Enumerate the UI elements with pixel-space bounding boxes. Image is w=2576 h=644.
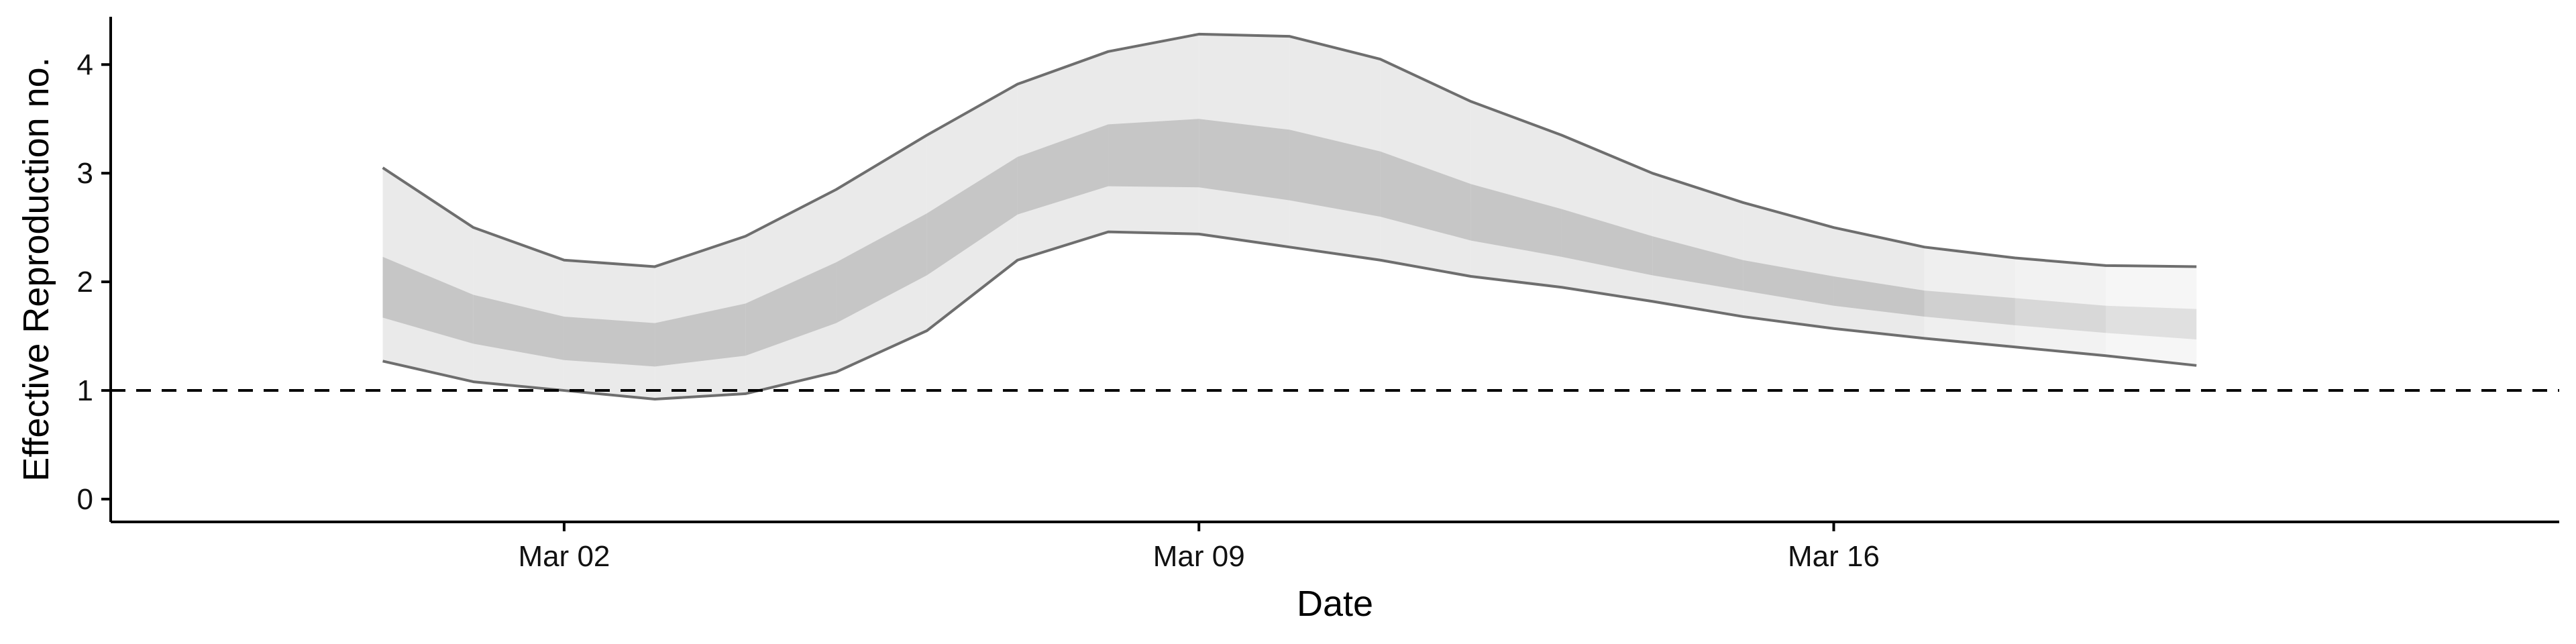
inner-band-segment	[382, 256, 474, 344]
x-axis-title: Date	[1297, 584, 1373, 624]
inner-band-segment	[1017, 124, 1109, 215]
inner-band-segment	[1652, 236, 1743, 291]
inner-band-segment	[1833, 276, 1925, 317]
inner-band-segment	[2015, 298, 2106, 333]
x-axis-ticks: Mar 02 Mar 09 Mar 16	[518, 522, 1880, 573]
ribbon-outline-layer	[382, 32, 2197, 401]
y-axis-ticks: 0 1 2 3 4	[77, 48, 111, 516]
upper-bound-line	[382, 32, 2197, 268]
inner-band-segment	[1108, 119, 1199, 188]
y-tick-label: 2	[77, 266, 93, 299]
inner-band-segment	[1924, 290, 2015, 325]
x-tick-label: Mar 16	[1788, 540, 1880, 573]
inner-band-segment	[1199, 119, 1290, 201]
inner-band-segment	[1470, 184, 1562, 257]
inner-band-segment	[564, 316, 655, 367]
inner-band-segment	[836, 213, 927, 323]
inner-band-segment	[745, 262, 837, 356]
y-tick-label: 4	[77, 48, 93, 81]
inner-band-segment	[1380, 151, 1471, 241]
y-tick-label: 0	[77, 483, 93, 516]
inner-band-segment	[655, 303, 746, 367]
ribbon-layer	[382, 34, 2197, 400]
lower-bound-line	[382, 230, 2197, 401]
x-tick-label: Mar 02	[518, 540, 610, 573]
inner-band-segment	[1743, 260, 1834, 306]
inner-band-segment	[473, 294, 564, 360]
y-tick-label: 1	[77, 374, 93, 407]
y-axis-title: Effective Reproduction no.	[16, 57, 56, 481]
inner-band-segment	[1289, 129, 1381, 217]
y-tick-label: 3	[77, 157, 93, 190]
inner-band-segment	[1561, 209, 1653, 276]
x-tick-label: Mar 09	[1153, 540, 1245, 573]
outer-band-segment	[2106, 265, 2197, 366]
inner-band-segment	[926, 156, 1018, 276]
inner-band-segment	[2106, 305, 2197, 339]
